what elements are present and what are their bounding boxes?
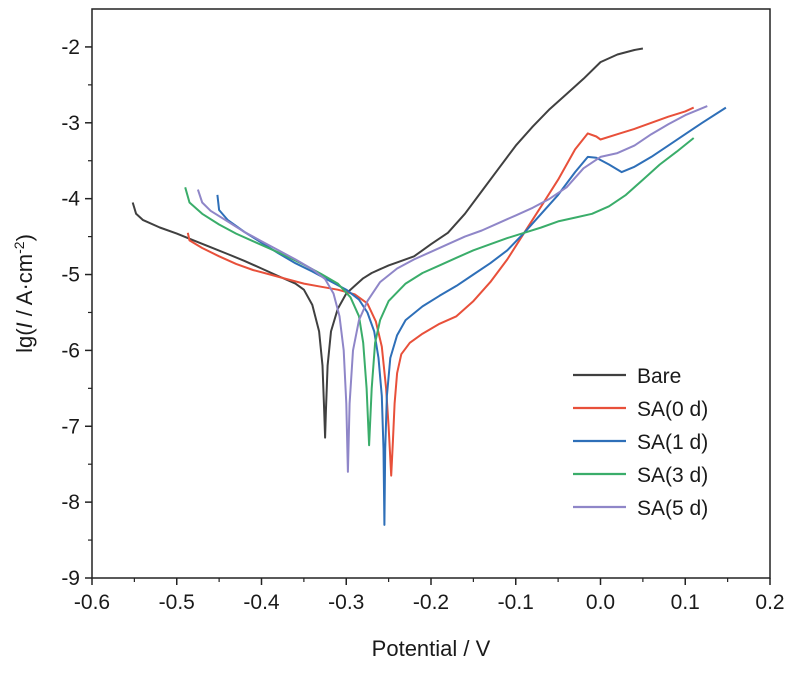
y-axis-title: lg(I / A·cm-2): [11, 234, 37, 353]
y-tick-label: -2: [61, 36, 80, 59]
x-tick-label: -0.3: [328, 591, 364, 614]
y-axis-title-prefix: lg(: [12, 328, 37, 353]
y-tick-label: -7: [61, 415, 80, 438]
legend-label: SA(1 d): [637, 431, 708, 454]
y-axis-title-variable: I: [12, 322, 37, 328]
y-axis-title-superscript: -2: [11, 241, 27, 254]
series-lines: [131, 47, 727, 526]
x-axis-title: Potential / V: [372, 636, 491, 661]
y-tick-label: -8: [61, 491, 80, 514]
x-tick-label: -0.1: [498, 591, 534, 614]
y-tick-label: -6: [61, 339, 80, 362]
legend-label: Bare: [637, 365, 681, 388]
x-tick-label: -0.6: [74, 591, 110, 614]
x-tick-label: 0.2: [755, 591, 784, 614]
y-tick-label: -3: [61, 112, 80, 135]
legend-label: SA(0 d): [637, 398, 708, 421]
y-tick-label: -5: [61, 264, 80, 287]
series-line-sa-0-d: [186, 106, 695, 477]
x-tick-label: 0.0: [586, 591, 615, 614]
legend-label: SA(3 d): [637, 464, 708, 487]
x-tick-label: -0.4: [243, 591, 280, 614]
y-axis-title-unit: / A·cm: [12, 254, 37, 322]
y-tick-label: -9: [61, 567, 80, 590]
legend: Bare SA(0 d) SA(1 d) SA(3 d) SA(5 d): [573, 365, 708, 520]
x-tick-label: -0.2: [413, 591, 449, 614]
y-axis: -9 -8 -7 -6 -5 -4 -3 -2: [61, 36, 92, 590]
x-tick-label: 0.1: [671, 591, 700, 614]
series-line-sa-5-d: [196, 105, 708, 473]
x-tick-label: -0.5: [159, 591, 195, 614]
y-axis-title-suffix: ): [12, 234, 37, 241]
y-tick-label: -4: [61, 188, 80, 211]
x-axis: -0.6 -0.5 -0.4 -0.3 -0.2 -0.1 0.0 0.1 0.2: [74, 578, 785, 614]
series-line-sa-3-d: [184, 137, 695, 447]
legend-label: SA(5 d): [637, 497, 708, 520]
plot-frame: [91, 8, 771, 579]
series-line-sa-1-d: [216, 106, 727, 526]
